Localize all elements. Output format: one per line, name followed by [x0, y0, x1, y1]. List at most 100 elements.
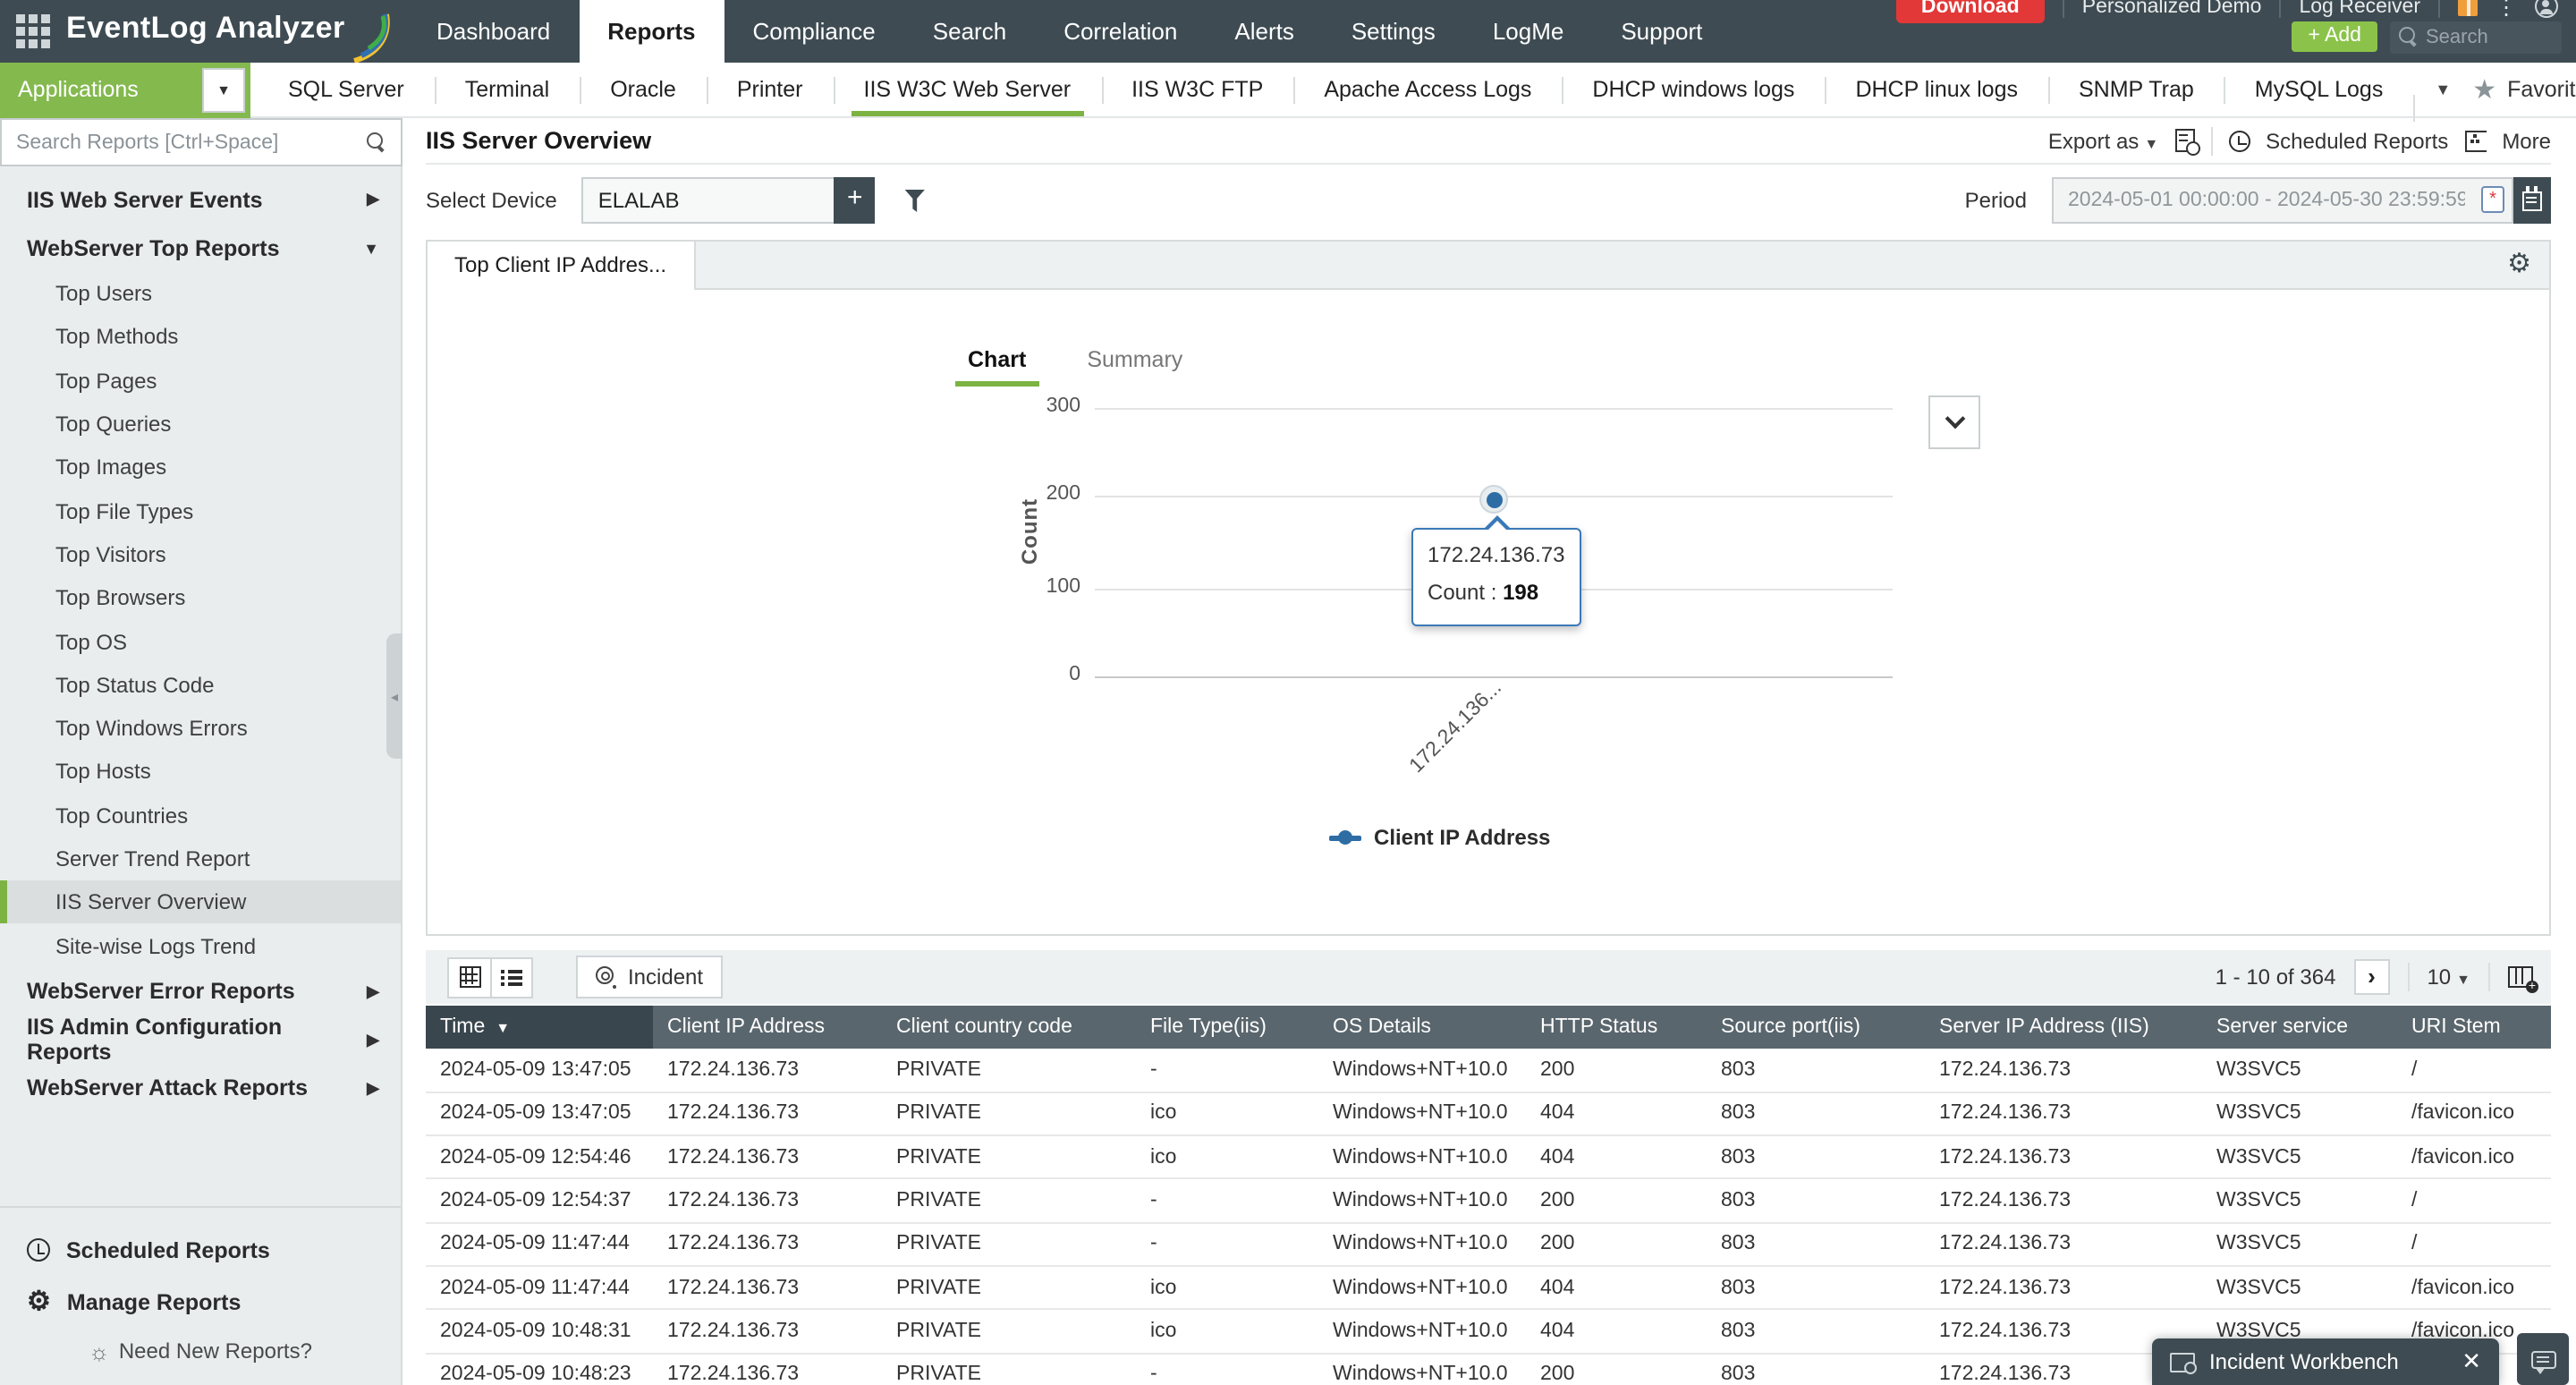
- more-button[interactable]: More: [2502, 128, 2551, 153]
- app-tab[interactable]: Oracle: [580, 63, 707, 116]
- nav-tab[interactable]: Dashboard: [436, 18, 551, 45]
- data-point[interactable]: [1479, 485, 1508, 514]
- app-tab[interactable]: IIS W3C FTP: [1101, 63, 1293, 116]
- add-device-button[interactable]: +: [834, 177, 876, 224]
- app-tab[interactable]: Apache Access Logs: [1293, 63, 1562, 116]
- app-tab[interactable]: IIS W3C Web Server: [833, 63, 1102, 116]
- card-tab-top-client-ip[interactable]: Top Client IP Addres...: [428, 242, 696, 290]
- saved-period-icon[interactable]: *: [2481, 186, 2504, 213]
- col-server-service[interactable]: Server service: [2202, 1006, 2397, 1049]
- sidebar-item[interactable]: Top Images: [55, 455, 167, 480]
- sidebar-item[interactable]: Top Pages: [55, 368, 157, 394]
- col-file-type[interactable]: File Type(iis): [1136, 1006, 1318, 1049]
- more-menu-icon[interactable]: [2464, 130, 2487, 151]
- log-receiver-link[interactable]: Log Receiver: [2299, 0, 2420, 17]
- nav-tab[interactable]: Reports: [579, 0, 724, 63]
- col-country[interactable]: Client country code: [882, 1006, 1136, 1049]
- col-uri-stem[interactable]: URI Stem: [2397, 1006, 2551, 1049]
- next-page-button[interactable]: ›: [2353, 959, 2390, 995]
- app-tab[interactable]: Printer: [706, 63, 834, 116]
- table-row[interactable]: 2024-05-09 11:47:44 172.24.136.73 PRIVAT…: [426, 1265, 2551, 1311]
- nav-tab[interactable]: Alerts: [1234, 18, 1294, 45]
- sidebar-item[interactable]: Top File Types: [55, 498, 194, 524]
- nav-tab[interactable]: Compliance: [752, 18, 876, 45]
- grid-view-button[interactable]: [449, 958, 490, 996]
- sidebar-item[interactable]: Site-wise Logs Trend: [55, 933, 257, 959]
- need-new-reports-link[interactable]: ☼ Need New Reports?: [0, 1338, 401, 1365]
- scheduled-reports-button[interactable]: Scheduled Reports: [2266, 128, 2449, 153]
- table-row[interactable]: 2024-05-09 13:47:05 172.24.136.73 PRIVAT…: [426, 1049, 2551, 1093]
- app-tab[interactable]: SQL Server: [288, 77, 404, 102]
- table-row[interactable]: 2024-05-09 12:54:46 172.24.136.73 PRIVAT…: [426, 1135, 2551, 1180]
- close-icon[interactable]: ✕: [2462, 1347, 2481, 1374]
- nav-tab[interactable]: Correlation: [1063, 18, 1178, 45]
- export-as-dropdown[interactable]: Export as ▼: [2047, 128, 2159, 153]
- sidebar-item[interactable]: Top OS: [55, 629, 128, 655]
- sidebar-group-error-reports[interactable]: WebServer Error Reports ▶: [0, 968, 401, 1016]
- chevron-down-icon[interactable]: ▼: [202, 67, 245, 112]
- add-button[interactable]: + Add: [2292, 21, 2377, 52]
- export-schedule-icon[interactable]: [2174, 129, 2200, 156]
- tab-chart[interactable]: Chart: [955, 347, 1038, 387]
- sidebar-item[interactable]: Top Browsers: [55, 585, 186, 611]
- sidebar-group-iis-events[interactable]: IIS Web Server Events ▶: [0, 175, 401, 224]
- sidebar-item[interactable]: Top Countries: [55, 803, 189, 828]
- sidebar-item[interactable]: Top Status Code: [55, 672, 215, 698]
- app-tab[interactable]: Terminal: [434, 63, 580, 116]
- kebab-menu-icon[interactable]: ⋮: [2496, 0, 2517, 19]
- user-account-icon[interactable]: [2535, 0, 2558, 18]
- calendar-button[interactable]: [2513, 177, 2551, 224]
- incident-button[interactable]: Incident: [576, 956, 724, 998]
- period-input[interactable]: [2052, 177, 2513, 224]
- manage-reports-link[interactable]: ⚙ Manage Reports: [0, 1276, 401, 1328]
- sidebar-item[interactable]: Top Users: [55, 281, 153, 307]
- personalized-demo-link[interactable]: Personalized Demo: [2081, 0, 2262, 17]
- scheduled-reports-link[interactable]: Scheduled Reports: [0, 1224, 401, 1276]
- sidebar-item[interactable]: IIS Server Overview: [0, 880, 401, 924]
- gear-icon[interactable]: ⚙: [2507, 249, 2531, 279]
- incident-workbench-bar[interactable]: Incident Workbench ✕: [2152, 1338, 2499, 1385]
- page-size-dropdown[interactable]: 10 ▼: [2427, 964, 2470, 990]
- sidebar-group-admin-reports[interactable]: IIS Admin Configuration Reports ▶: [0, 1015, 401, 1066]
- search-icon[interactable]: [367, 132, 386, 152]
- report-search-input[interactable]: [0, 118, 402, 166]
- app-grid-icon[interactable]: [16, 14, 52, 50]
- filter-icon[interactable]: [903, 189, 926, 212]
- nav-tab[interactable]: LogMe: [1492, 18, 1564, 45]
- favorites-button[interactable]: ★ Favorites: [2472, 76, 2576, 103]
- col-time[interactable]: Time ▼: [426, 1006, 653, 1049]
- sidebar-group-attack-reports[interactable]: WebServer Attack Reports ▶: [0, 1065, 401, 1113]
- chart-options-dropdown[interactable]: [1928, 395, 1980, 449]
- table-row[interactable]: 2024-05-09 12:54:37 172.24.136.73 PRIVAT…: [426, 1178, 2551, 1224]
- add-column-icon[interactable]: [2508, 966, 2538, 993]
- list-view-button[interactable]: [490, 958, 531, 996]
- table-row[interactable]: 2024-05-09 13:47:05 172.24.136.73 PRIVAT…: [426, 1092, 2551, 1137]
- whats-new-icon[interactable]: [2458, 0, 2478, 15]
- sidebar-item[interactable]: Top Visitors: [55, 541, 166, 567]
- feedback-chat-button[interactable]: [2517, 1333, 2569, 1385]
- sidebar-collapse-handle[interactable]: ◂: [386, 633, 402, 759]
- chart-legend[interactable]: Client IP Address: [1329, 825, 1550, 850]
- col-os[interactable]: OS Details: [1318, 1006, 1526, 1049]
- tab-summary[interactable]: Summary: [1087, 347, 1183, 372]
- nav-tab[interactable]: Settings: [1351, 18, 1436, 45]
- col-http-status[interactable]: HTTP Status: [1526, 1006, 1707, 1049]
- sidebar-item[interactable]: Top Methods: [55, 324, 179, 350]
- app-tab[interactable]: DHCP linux logs: [1825, 63, 2048, 116]
- sidebar-item[interactable]: Top Queries: [55, 412, 172, 438]
- download-button[interactable]: Download: [1895, 0, 2045, 23]
- app-tab[interactable]: SNMP Trap: [2048, 63, 2224, 116]
- applications-dropdown[interactable]: Applications ▼: [0, 62, 250, 117]
- device-input[interactable]: [581, 177, 835, 224]
- sidebar-item[interactable]: Top Hosts: [55, 759, 151, 785]
- col-server-ip[interactable]: Server IP Address (IIS): [1925, 1006, 2202, 1049]
- sidebar-item[interactable]: Top Windows Errors: [55, 716, 248, 742]
- sidebar-item[interactable]: Server Trend Report: [55, 846, 250, 871]
- sidebar-group-top-reports[interactable]: WebServer Top Reports ▼: [0, 224, 401, 272]
- col-client-ip[interactable]: Client IP Address: [653, 1006, 882, 1049]
- global-search-input[interactable]: [2390, 21, 2562, 54]
- nav-tab[interactable]: Search: [932, 18, 1007, 45]
- table-row[interactable]: 2024-05-09 11:47:44 172.24.136.73 PRIVAT…: [426, 1222, 2551, 1267]
- app-tab[interactable]: DHCP windows logs: [1562, 63, 1825, 116]
- nav-tab[interactable]: Support: [1621, 18, 1703, 45]
